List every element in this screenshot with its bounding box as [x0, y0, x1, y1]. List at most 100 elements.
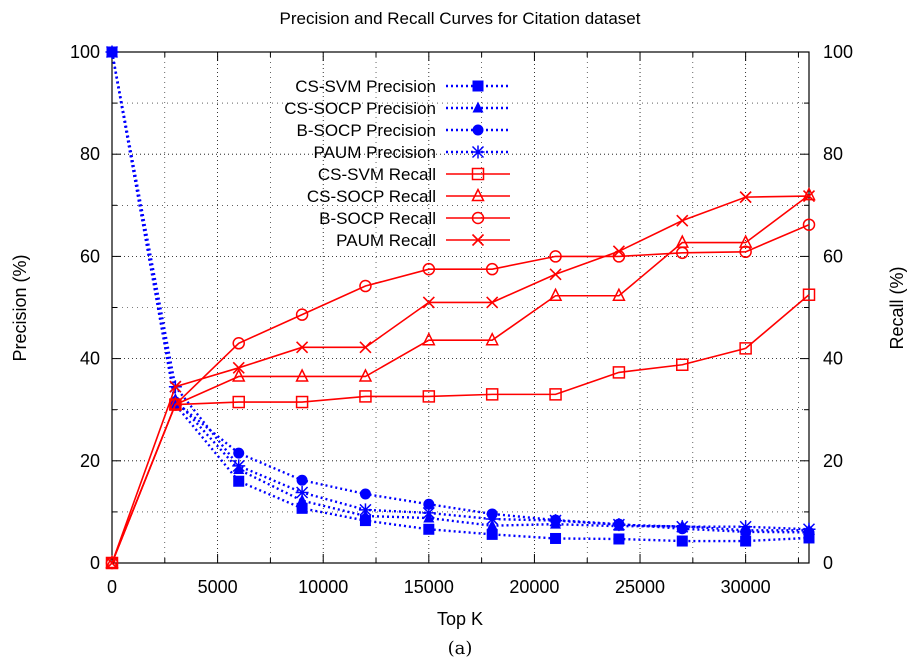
data-point	[549, 514, 563, 528]
legend-label: PAUM Recall	[336, 231, 436, 250]
data-point	[295, 308, 309, 321]
y-tick-labels: 0 20 40 60 80 100	[70, 42, 100, 573]
data-point	[296, 341, 309, 354]
data-point	[105, 45, 119, 59]
data-point	[168, 396, 183, 410]
data-point	[359, 488, 371, 500]
legend-label: B-SOCP Precision	[296, 121, 436, 140]
x-axis-label: Top K	[437, 609, 483, 629]
data-point	[549, 388, 562, 401]
legend-marker	[471, 145, 485, 159]
data-point	[422, 262, 436, 276]
legend-label: CS-SOCP Precision	[284, 99, 436, 118]
data-point	[676, 358, 689, 371]
y2-axis-label: Recall (%)	[887, 266, 907, 349]
y2-tick-label: 0	[823, 553, 833, 573]
data-point	[612, 366, 626, 379]
y-tick-label: 20	[80, 451, 100, 471]
legend-label: CS-SOCP Recall	[307, 187, 436, 206]
legend-marker	[471, 233, 485, 247]
x-tick-label: 30000	[721, 577, 771, 597]
data-point	[105, 556, 119, 570]
legend-marker	[472, 80, 484, 92]
data-point	[802, 218, 816, 231]
legend: CS-SVM Precision CS-SOCP Precision B-SOCP …	[284, 77, 510, 250]
legend-marker	[472, 124, 484, 136]
data-point	[549, 250, 562, 263]
legend-label: PAUM Precision	[314, 143, 437, 162]
figure-caption: (a)	[448, 638, 473, 659]
data-point	[548, 287, 563, 301]
data-point	[358, 503, 372, 517]
data-point	[739, 342, 752, 355]
data-point	[613, 533, 625, 545]
data-point	[486, 296, 499, 309]
data-point	[675, 234, 689, 248]
data-point	[485, 262, 499, 276]
data-point	[423, 523, 435, 535]
data-point	[612, 518, 626, 532]
series-line	[111, 223, 810, 564]
series-b-socp-precision	[106, 46, 815, 538]
series-cs-svm-precision	[106, 46, 815, 547]
data-point	[485, 388, 499, 401]
data-point	[422, 506, 436, 520]
series-b-socp-recall	[105, 218, 816, 570]
data-point	[359, 279, 372, 293]
x-tick-label: 5000	[198, 577, 238, 597]
data-point	[422, 332, 436, 346]
data-point	[549, 268, 562, 281]
data-point	[803, 532, 815, 544]
data-point	[295, 485, 309, 499]
series-layer	[105, 45, 816, 570]
data-point	[359, 390, 372, 403]
series-line	[110, 51, 809, 532]
legend-marker	[471, 211, 485, 225]
series-cs-socp-precision	[106, 45, 815, 535]
data-point	[612, 287, 626, 301]
data-point	[802, 288, 816, 301]
legend-label: CS-SVM Precision	[295, 77, 436, 96]
y-tick-label: 40	[80, 349, 100, 369]
data-point	[739, 520, 753, 534]
x-tick-label: 10000	[298, 577, 348, 597]
data-point	[105, 556, 119, 570]
data-point	[295, 395, 309, 409]
legend-marker	[471, 187, 485, 202]
y-tick-label: 100	[70, 42, 100, 62]
data-point	[676, 214, 689, 227]
data-point	[296, 494, 308, 506]
y2-tick-label: 60	[823, 246, 843, 266]
legend-marker	[472, 101, 484, 113]
y2-tick-labels: 0 20 40 60 80 100	[823, 42, 853, 573]
series-line	[111, 294, 810, 564]
data-point	[169, 398, 182, 411]
data-point	[740, 535, 752, 547]
data-point	[233, 475, 245, 487]
y-tick-label: 80	[80, 144, 100, 164]
x-tick-label: 20000	[509, 577, 559, 597]
legend-label: CS-SVM Recall	[318, 165, 436, 184]
data-point	[739, 191, 752, 204]
data-point	[296, 502, 308, 514]
chart-title: Precision and Recall Curves for Citation…	[280, 9, 641, 28]
series-paum-recall	[105, 190, 816, 570]
series-line	[110, 51, 810, 531]
data-point	[232, 395, 245, 409]
data-point	[233, 447, 245, 459]
data-point	[422, 390, 436, 403]
tick-marks	[111, 51, 809, 564]
data-point	[422, 296, 435, 309]
y2-tick-label: 20	[823, 451, 843, 471]
data-point	[676, 246, 689, 260]
data-point	[675, 520, 689, 534]
data-point	[486, 528, 498, 540]
data-point	[359, 515, 371, 527]
x-tick-label: 0	[107, 577, 117, 597]
data-point	[676, 535, 688, 547]
data-point	[612, 245, 625, 258]
data-point	[232, 337, 245, 350]
series-paum-precision	[105, 45, 816, 536]
y2-tick-label: 80	[823, 144, 843, 164]
